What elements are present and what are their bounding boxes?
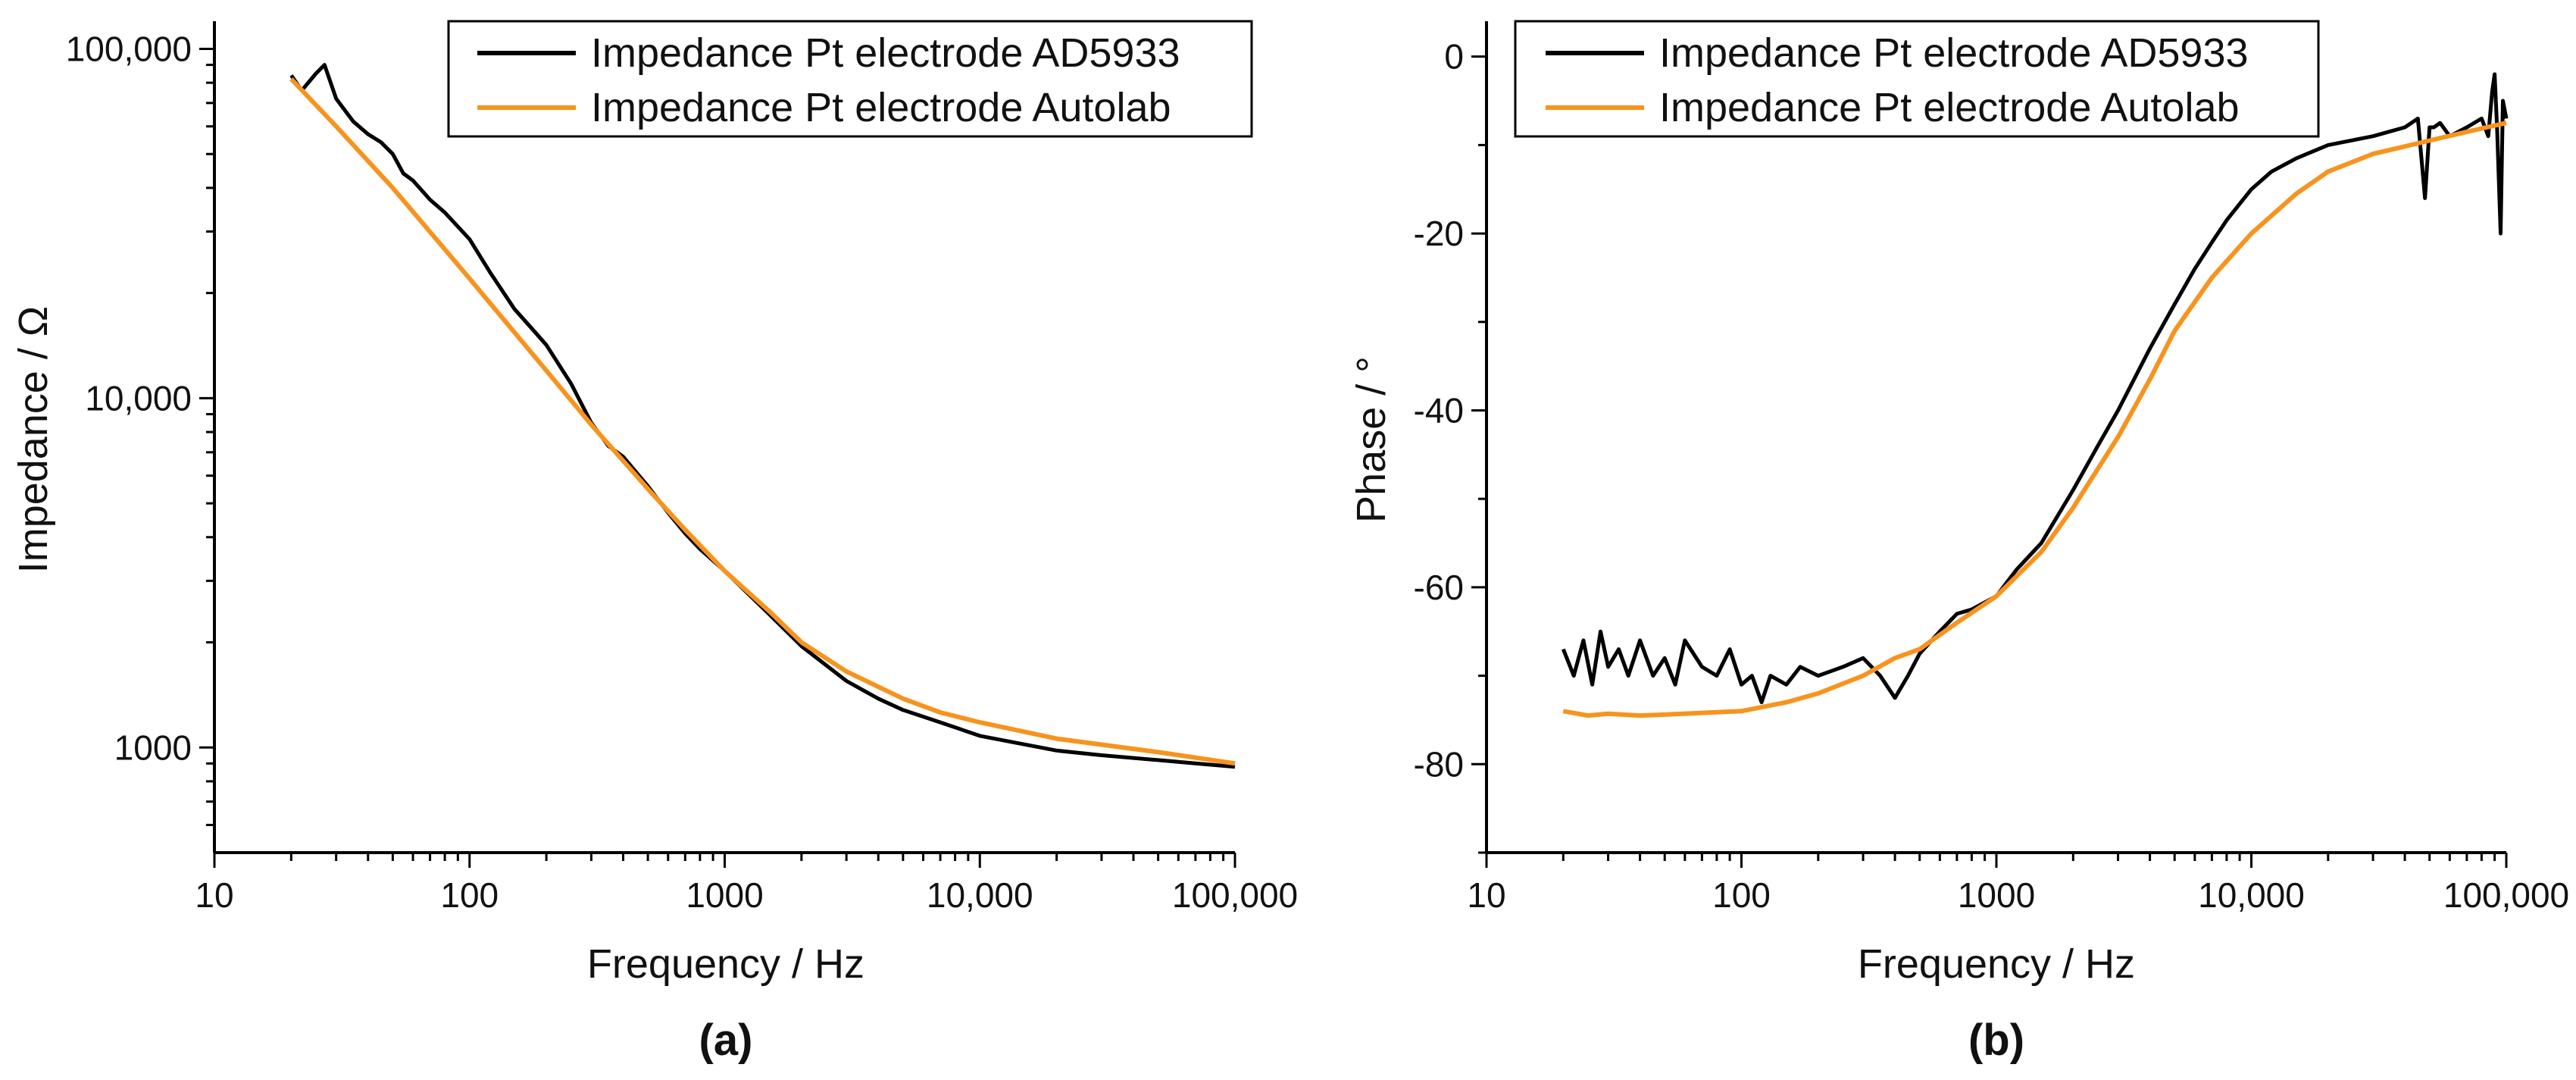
y-axis-title: Phase / ° (1349, 356, 1394, 523)
y-tick-label: 100,000 (66, 29, 192, 68)
y-tick-label: -80 (1414, 744, 1464, 784)
y-tick-label: 1000 (114, 728, 192, 767)
legend-box (1514, 20, 2320, 138)
panel-label: (a) (699, 1016, 753, 1065)
x-tick-label: 100 (440, 875, 499, 915)
series-line-autolab (289, 77, 1236, 766)
x-tick-label: 10 (1467, 875, 1505, 915)
y-tick-label: -60 (1414, 568, 1464, 607)
y-tick-label: -20 (1414, 214, 1464, 253)
x-tick-label: 10,000 (2198, 875, 2305, 915)
y-tick-label: 10,000 (85, 378, 192, 418)
x-tick-label: 10 (195, 875, 233, 915)
legend-label-ad5933: Impedance Pt electrode AD5933 (591, 30, 1180, 76)
y-tick-label: 0 (1444, 37, 1464, 77)
plot-area: 10 100 1000 10,000 100,000 1000 10,000 100,000 (66, 21, 1298, 915)
chart-panel-b: 10 100 1000 10,000 100,000 0 -20 -40 -60 -80 Impe… (1349, 20, 2569, 1065)
panel-label: (b) (1968, 1016, 2024, 1065)
legend: Impedance Pt electrode AD5933 Impedance … (447, 20, 1253, 138)
legend-label-autolab: Impedance Pt electrode Autolab (1659, 85, 2240, 130)
legend-box (447, 20, 1253, 138)
series-line-ad5933 (289, 63, 1236, 769)
chart-panel-a: 10 100 1000 10,000 100,000100010,000100,000 … (11, 20, 1298, 1065)
x-tick-label: 1000 (1958, 875, 2035, 915)
y-tick-label: -40 (1414, 390, 1464, 430)
legend: Impedance Pt electrode AD5933 Impedance … (1514, 20, 2320, 138)
x-tick-label: 100 (1712, 875, 1771, 915)
legend-label-autolab: Impedance Pt electrode Autolab (591, 85, 1171, 130)
series-line-autolab (1562, 121, 2507, 718)
plot-area: 10 100 1000 10,000 100,000 0 -20 -40 -60 -80 (1414, 21, 2569, 915)
y-axis-title: Impedance / Ω (11, 306, 56, 574)
legend-label-ad5933: Impedance Pt electrode AD5933 (1659, 30, 2249, 76)
x-axis-title: Frequency / Hz (1858, 941, 2135, 987)
x-tick-label: 100,000 (2443, 875, 2569, 915)
x-tick-label: 1000 (686, 875, 763, 915)
x-tick-label: 100,000 (1172, 875, 1298, 915)
x-axis-title: Frequency / Hz (587, 941, 864, 987)
x-tick-label: 10,000 (927, 875, 1033, 915)
